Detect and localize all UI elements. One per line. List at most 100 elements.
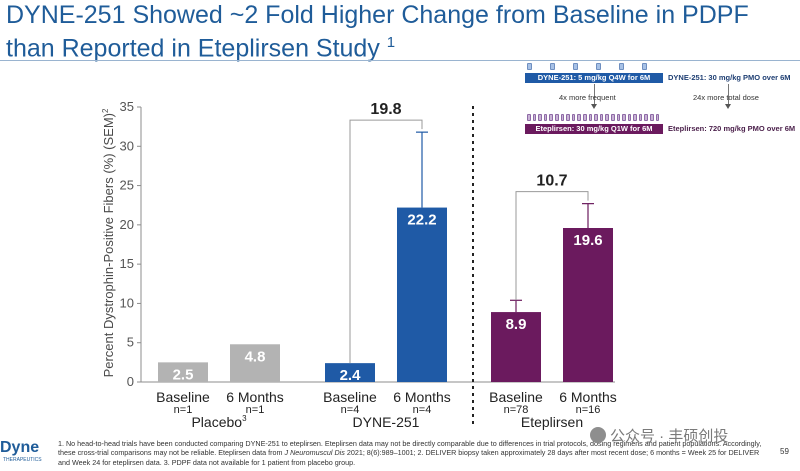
vial-icon: [582, 114, 587, 121]
frequency-note: 4x more frequent: [559, 93, 616, 102]
sample-size-label: n=4: [413, 404, 432, 416]
vial-icon: [627, 114, 632, 121]
dose-note: 24x more total dose: [693, 93, 759, 102]
delta-bracket: [515, 191, 589, 301]
sample-size-label: n=1: [246, 404, 265, 416]
vial-icon: [633, 114, 637, 121]
delta-value-label: 19.8: [370, 101, 401, 118]
bar: [158, 362, 208, 382]
y-tick-label: 25: [120, 178, 134, 193]
vial-icon: [527, 114, 531, 121]
y-tick-label: 20: [120, 217, 134, 232]
y-tick-label: 15: [120, 256, 134, 271]
freq-arrow-icon: [591, 104, 597, 109]
vial-icon: [554, 114, 559, 121]
footnote-journal: J Neuromuscul Dis: [284, 448, 345, 458]
eteplirsen-total-dose-label: Eteplirsen: 720 mg/kg PMO over 6M: [668, 124, 796, 133]
dyne-total-dose-label: DYNE-251: 30 mg/kg PMO over 6M: [668, 73, 791, 82]
delta-bracket: [349, 119, 423, 364]
sample-size-label: n=16: [576, 404, 601, 416]
group-label-text: Eteplirsen: [521, 414, 583, 430]
bar-value-label: 19.6: [573, 232, 602, 249]
title-superscript: 1: [386, 34, 396, 51]
slide-title: DYNE-251 Showed ~2 Fold Higher Change fr…: [6, 2, 796, 62]
category-label: Baseline: [489, 389, 543, 405]
sample-size-label: n=4: [341, 404, 360, 416]
dyne-logo-subtitle: THERAPEUTICS: [3, 457, 42, 463]
vial-icon: [594, 114, 598, 121]
y-tick-label: 30: [120, 138, 134, 153]
title-line-2: than Reported in Eteplirsen Study: [6, 34, 380, 63]
vial-icon: [573, 63, 578, 70]
group-label-superscript: 3: [242, 414, 247, 423]
eteplirsen-dosing-bar: Eteplirsen: 30 mg/kg Q1W for 6M: [525, 124, 663, 134]
watermark-text: 公众号 · 丰硕创投: [610, 428, 729, 445]
category-label: 6 Months: [559, 389, 617, 405]
y-axis-label-superscript: 2: [101, 108, 110, 113]
dose-arrow-stem: [728, 84, 729, 104]
bar: [397, 207, 447, 382]
page-number: 59: [780, 447, 789, 456]
category-label: 6 Months: [393, 389, 451, 405]
category-label: Baseline: [156, 389, 210, 405]
group-label-text: Placebo: [191, 414, 242, 430]
vial-icon: [550, 63, 555, 70]
watermark: 公众号 · 丰硕创投: [590, 425, 728, 446]
vial-icon: [644, 114, 649, 121]
bar-value-label: 8.9: [506, 316, 527, 333]
bar: [230, 344, 280, 382]
bar-value-label: 2.4: [340, 367, 362, 384]
vial-icon: [549, 114, 553, 121]
dyne-vial-row: [527, 63, 647, 70]
dose-arrow-icon: [725, 104, 731, 109]
vial-icon: [596, 63, 601, 70]
y-tick-label: 35: [120, 99, 134, 114]
bar: [325, 363, 375, 382]
vial-icon: [527, 63, 532, 70]
y-axis-label: Percent Dystrophin-Positive Fibers (%) (…: [101, 108, 116, 377]
group-label: DYNE-251: [353, 414, 420, 430]
bar-series: [158, 119, 613, 382]
bar: [491, 312, 541, 382]
sample-size-label: n=1: [174, 404, 193, 416]
y-axis-label-text: Percent Dystrophin-Positive Fibers (%) (…: [101, 113, 116, 377]
bar-value-label: 4.8: [245, 348, 266, 365]
vial-icon: [560, 114, 565, 121]
freq-arrow-stem: [594, 84, 595, 104]
vial-icon: [588, 114, 593, 121]
dyne-dosing-bar: DYNE-251: 5 mg/kg Q4W for 6M: [525, 73, 663, 83]
dyne-logo: Dyne: [0, 439, 40, 456]
y-tick-label: 10: [120, 295, 134, 310]
footnote-part-2: 2021; 8(6):989–1001; 2. DELIVER biopsy t…: [58, 448, 760, 467]
vial-icon: [599, 114, 604, 121]
wechat-icon: [590, 427, 606, 443]
category-label: Baseline: [323, 389, 377, 405]
title-line-1: DYNE-251 Showed ~2 Fold Higher Change fr…: [6, 1, 749, 29]
vial-icon: [655, 114, 660, 121]
title-divider: [0, 60, 800, 61]
vial-icon: [566, 114, 570, 121]
vial-icon: [610, 114, 615, 121]
footnote: 1. No head-to-head trials have been cond…: [58, 439, 768, 467]
dosing-comparison-inset: DYNE-251: 5 mg/kg Q4W for 6M DYNE-251: 3…: [525, 62, 800, 147]
vial-icon: [650, 114, 654, 121]
vial-icon: [577, 114, 581, 121]
vial-icon: [619, 63, 624, 70]
vial-icon: [616, 114, 621, 121]
bar-value-label: 22.2: [407, 212, 436, 229]
vial-icon: [543, 114, 548, 121]
delta-value-label: 10.7: [536, 173, 567, 190]
vial-icon: [571, 114, 576, 121]
group-label: Placebo3: [191, 414, 247, 430]
vial-icon: [532, 114, 537, 121]
y-tick-label: 5: [127, 335, 134, 350]
bar: [563, 228, 613, 382]
vial-icon: [642, 63, 647, 70]
y-tick-label: 0: [127, 374, 134, 389]
group-label-text: DYNE-251: [353, 414, 420, 430]
footnote-part-1: 1. No head-to-head trials have been cond…: [58, 439, 762, 458]
vial-icon: [538, 114, 542, 121]
vial-icon: [622, 114, 626, 121]
